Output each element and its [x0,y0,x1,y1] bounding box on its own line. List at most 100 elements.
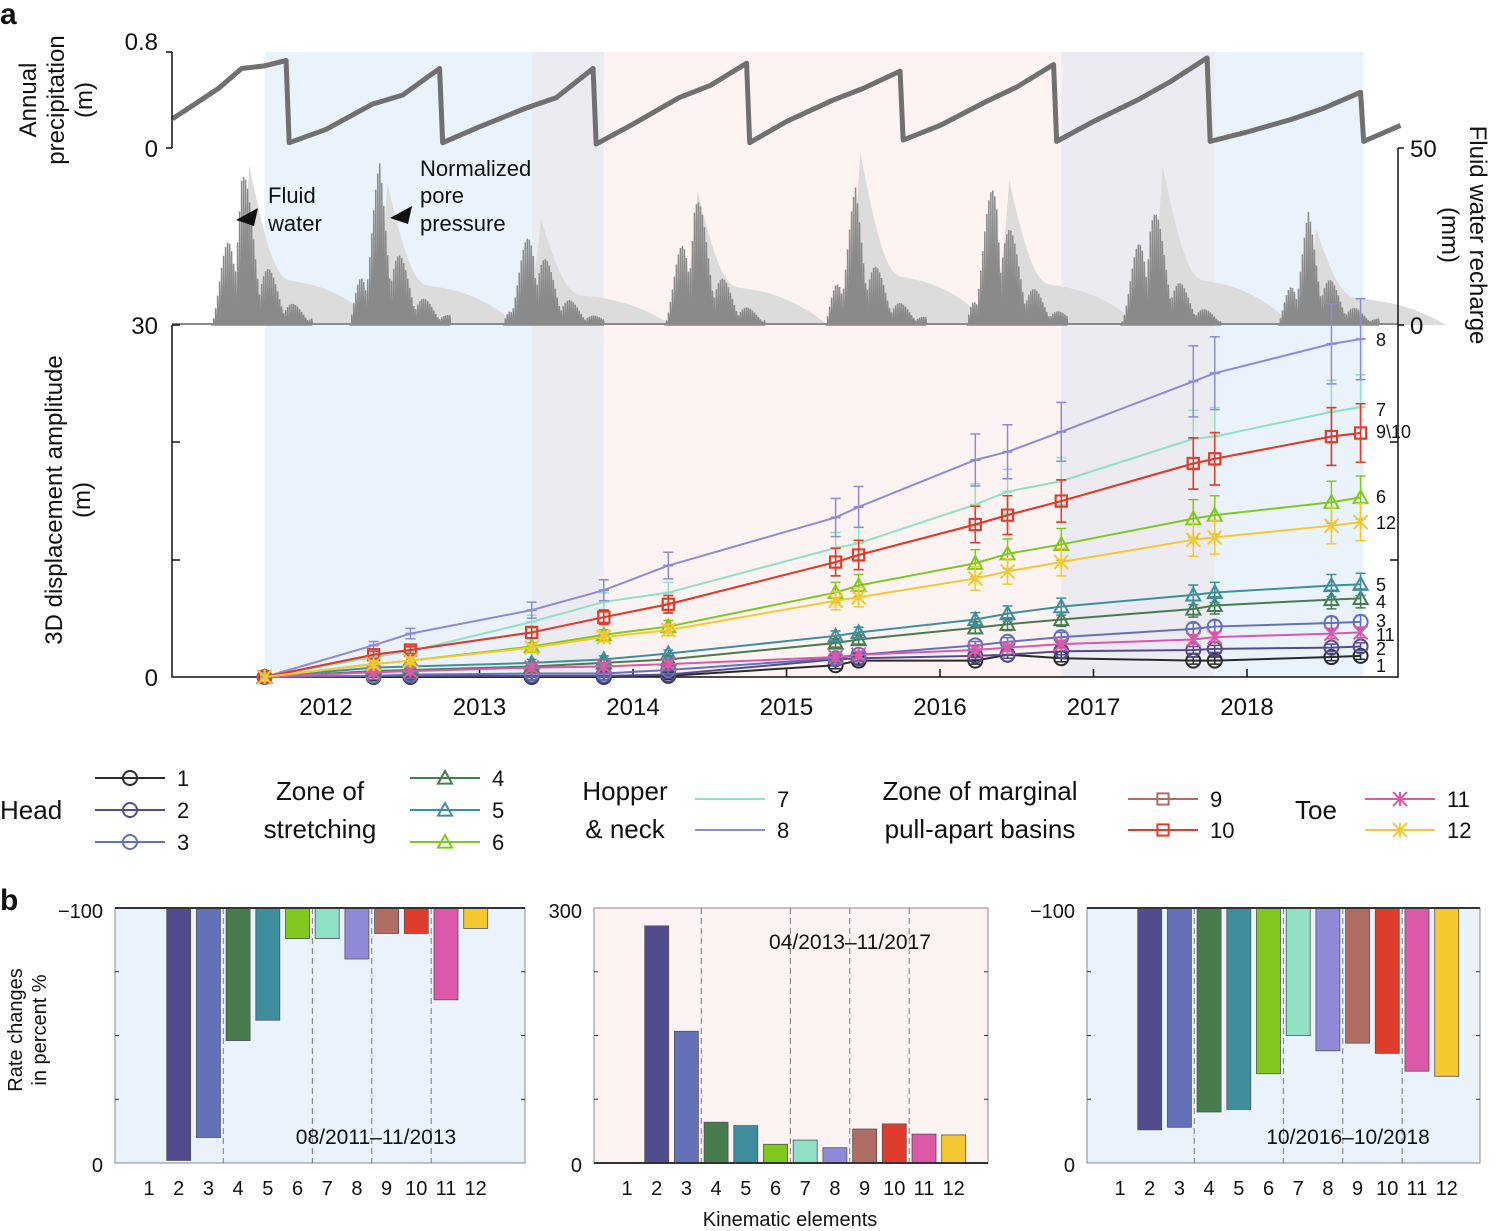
triangle-marker [1206,596,1224,613]
legend-item-label: 5 [492,798,504,823]
legend-item-6: 6 [410,830,504,855]
legend-item-label: 6 [492,830,504,855]
x-tick-label: 2016 [913,694,966,721]
annotation-line: Normalized [420,156,531,181]
x-tick-label: 2017 [1067,694,1120,721]
star-marker [1207,529,1223,546]
x-tick-label: 12 [465,1178,487,1200]
x-tick-label: 3 [203,1178,214,1200]
legend-item-5: 5 [410,798,504,823]
ylabel-line: Rate changes [5,968,27,1091]
square-marker [1156,792,1170,806]
error-bar [663,649,674,658]
error-bar [1056,479,1067,523]
period-shading [264,52,1364,677]
displacement-series [255,297,1370,685]
shade-band [603,52,1062,677]
precip-label-line: Annual [15,63,42,138]
triangle-marker [1206,583,1224,600]
ylabel-line: in percent % [29,974,51,1085]
x-tick-label: 4 [233,1178,244,1200]
x-tick-label: 3 [681,1178,692,1200]
recharge-label-line: (mm) [1436,207,1463,263]
star-marker [660,622,677,638]
legend-group-label: Toe [1295,795,1337,825]
error-bar [1326,643,1337,652]
pore-pressure-peak [229,165,380,325]
x-tick-label: 8 [351,1178,362,1200]
circle-marker [1323,639,1340,656]
y-tick-top: 300 [549,901,582,923]
bar-5 [1226,907,1252,1110]
star-marker [967,642,984,658]
bar-3 [1167,907,1192,1128]
legend-group-label: Head [0,795,62,825]
legend-item-1: 1 [95,766,189,791]
x-tick-label: 4 [1204,1178,1215,1200]
x-tick-label: 9 [381,1178,392,1200]
shade-band [264,52,532,677]
triangle-marker [1351,575,1370,591]
star-marker [827,593,844,609]
legend-item-7: 7 [695,787,789,812]
star-marker [1352,624,1369,641]
bar-10 [1374,907,1400,1054]
x-tick-label: 6 [292,1178,303,1200]
bar-11 [433,907,459,1001]
legend-item-label: 3 [177,830,189,855]
x-tick-label: 5 [740,1178,751,1200]
annotation-fluid-water: Fluid water [236,183,322,236]
main-axes [171,324,1399,678]
panel-title: 04/2013–11/2017 [769,931,931,954]
bar-12 [463,907,489,929]
triangle-marker [849,623,868,640]
x-tick-label: 12 [1436,1178,1458,1200]
legend-item-11: 11 [1365,787,1470,812]
star-marker [1323,517,1340,534]
legend-item-label: 7 [777,787,789,812]
legend-item-label: 12 [1447,818,1471,843]
circle-marker [1206,652,1223,669]
precipitation-curve [171,55,1402,147]
x-tick-label: 8 [829,1178,840,1200]
star-marker [999,563,1016,580]
end-label-12: 12 [1376,513,1396,533]
legend-group: Head 1 2 3 [0,766,189,855]
legend-item-8: 8 [695,818,789,843]
triangle-marker [966,610,985,627]
main-tick-30: 30 [131,313,158,340]
y-tick-bottom: 0 [1064,1155,1075,1177]
bar-7 [792,1139,818,1164]
x-tick-label: 6 [1263,1178,1274,1200]
star-marker [1352,514,1369,530]
bar-7 [1285,907,1311,1036]
arrow-icon [390,206,412,224]
precipitation-line [171,55,1402,147]
star-marker [827,649,844,665]
x-tick-label: 2013 [453,694,506,721]
bar-3 [674,1030,699,1164]
error-bar [1355,402,1366,464]
annotation-line: pore [420,183,464,208]
legend-group-label: Zone of marginal [882,776,1077,806]
panel-label-a: a [0,0,17,31]
x-tick-label: 11 [436,1178,457,1200]
error-bar [1355,642,1366,651]
star-marker [523,639,540,656]
legend-item-label: 10 [1210,818,1234,843]
annotation-line: water [267,211,322,236]
x-tick-label: 2018 [1220,694,1273,721]
bar-7 [314,907,340,940]
end-label-8: 8 [1376,330,1386,350]
legend-group-label: Hopper [582,776,668,806]
x-tick-label: 9 [1352,1178,1363,1200]
x-tick-label: 1 [1114,1178,1125,1200]
error-bar [830,547,841,577]
precip-axis-label: Annual precipitation (m) [15,35,98,164]
bar-5 [733,1125,759,1164]
recharge-tick-0: 0 [1410,313,1423,340]
x-tick-label: 10 [405,1178,427,1200]
triangle-marker [436,768,454,785]
triangle-marker [1351,589,1370,606]
